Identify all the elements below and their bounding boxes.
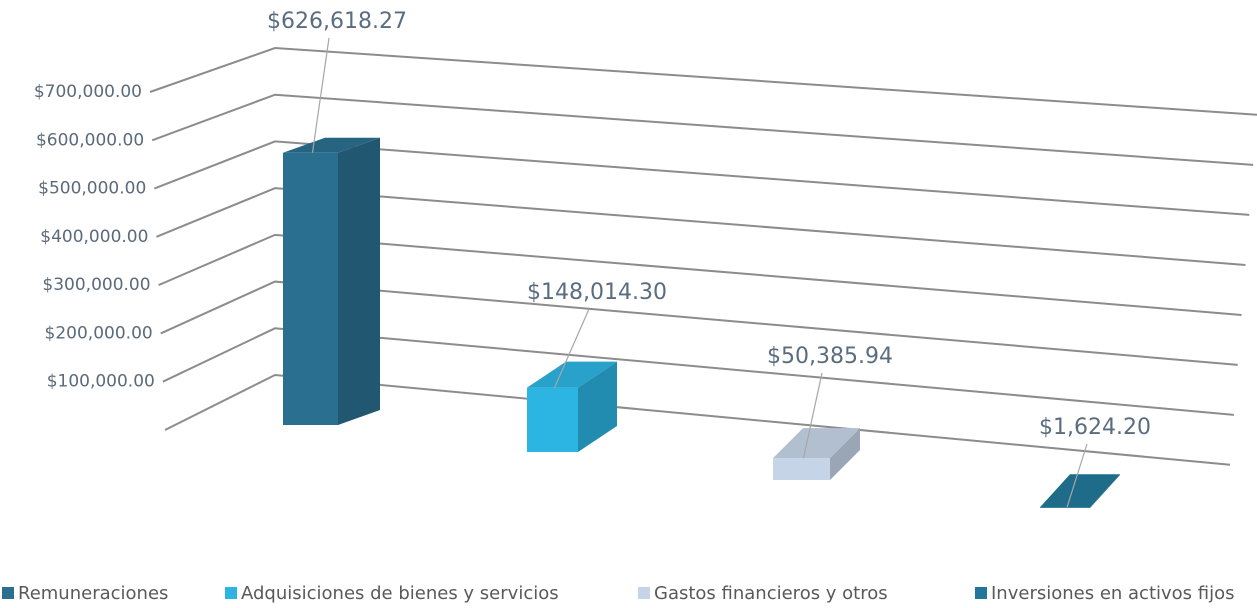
bar-top (283, 137, 380, 153)
legend-swatch (638, 587, 650, 599)
leader-line (802, 372, 823, 459)
bar-top (1040, 474, 1120, 508)
bar-front (527, 387, 578, 452)
bar-side (830, 428, 860, 480)
grid-line (160, 280, 1238, 366)
y-tick-label: $500,000.00 (38, 179, 146, 199)
grid-line (149, 46, 1257, 116)
bar-front (283, 152, 338, 425)
bar-top (527, 361, 617, 388)
y-tick-label: $600,000.00 (36, 130, 144, 150)
legend-swatch (2, 587, 14, 599)
y-tick-label: $200,000.00 (45, 323, 153, 343)
bar-front (773, 458, 830, 480)
leader-line (1066, 443, 1088, 508)
data-label: $626,618.27 (267, 9, 407, 34)
bar-side (338, 137, 380, 425)
legend-label: Remuneraciones (18, 583, 168, 604)
legend-label: Gastos financieros y otros (654, 583, 888, 604)
grid-line (153, 140, 1250, 216)
data-label: $50,385.94 (767, 344, 893, 369)
legend-swatch (975, 587, 987, 599)
legend-label: Inversiones en activos fijos (991, 583, 1235, 604)
y-tick-label: $100,000.00 (47, 372, 155, 392)
leader-line (311, 37, 330, 153)
data-label: $148,014.30 (527, 280, 667, 305)
legend-label: Adquisiciones de bienes y servicios (241, 583, 559, 604)
bar-top (773, 428, 860, 459)
grid-line (151, 93, 1254, 166)
legend-swatch (225, 587, 237, 599)
bar-side (578, 361, 617, 452)
axis-floor (164, 373, 1231, 466)
y-tick-label: $700,000.00 (34, 82, 142, 102)
bar-front (1040, 507, 1090, 508)
bar-side (1090, 474, 1120, 508)
y-tick-label: $400,000.00 (40, 227, 148, 247)
leader-line (553, 308, 590, 388)
grid-line (156, 187, 1246, 266)
grid-line (162, 327, 1234, 416)
data-label: $1,624.20 (1039, 415, 1151, 440)
y-tick-label: $300,000.00 (42, 275, 150, 295)
grid-line (158, 233, 1242, 316)
